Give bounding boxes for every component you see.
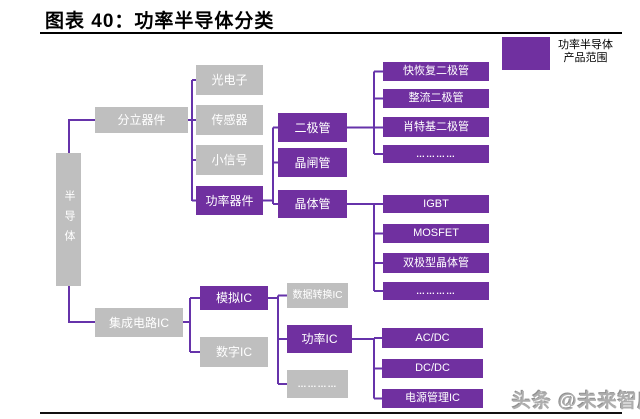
node-bipolar-transistor: 双极型晶体管 [383,253,489,273]
legend-label-line1: 功率半导体 [558,39,613,51]
node-transistor-more: ………… [383,282,489,300]
watermark-toutiao: 头条 @未来智库 [512,391,640,412]
node-small-signal: 小信号 [196,145,263,175]
node-digital-ic: 数字IC [200,337,268,367]
node-fast-recovery-diode: 快恢复二极管 [383,62,489,81]
node-power-device: 功率器件 [196,186,263,215]
node-integrated-circuit: 集成电路IC [95,308,183,337]
legend-swatch [502,37,550,70]
node-analog-more: ………… [287,370,348,398]
node-dc-dc: DC/DC [382,359,483,378]
title-underline [40,32,622,34]
legend-label-line2: 产品范围 [563,52,608,64]
connector-transistor-children [347,203,383,292]
node-optoelectronics: 光电子 [196,65,263,95]
connector-power-ic-children [352,337,382,400]
node-analog-ic: 模拟IC [200,286,268,310]
node-power-ic: 功率IC [287,325,352,353]
figure-title: 图表 40：功率半导体分类 [45,11,275,32]
node-power-management-ic: 电源管理IC [382,389,483,408]
node-data-conversion-ic: 数据转换IC [287,283,348,308]
node-diode-more: ………… [383,145,489,163]
node-semiconductor: 半导体 [56,153,81,286]
node-mosfet: MOSFET [383,224,489,243]
connector-discrete-children [188,79,196,202]
node-schottky-diode: 肖特基二极管 [383,117,489,137]
connector-root-to-discrete [68,119,95,153]
node-sensor: 传感器 [196,105,263,135]
node-rectifier-diode: 整流二极管 [383,89,489,108]
node-diode: 二极管 [278,113,347,142]
node-thyristor: 晶闸管 [278,148,347,177]
legend: 功率半导体 产品范围 [502,37,613,70]
connector-analog-ic-children [268,294,287,385]
connector-diode-children [347,70,383,155]
node-transistor: 晶体管 [278,190,347,218]
node-ac-dc: AC/DC [382,328,483,348]
node-igbt: IGBT [383,195,489,213]
node-discrete-devices: 分立器件 [95,107,188,133]
bottom-border [40,412,622,414]
connector-root-to-ic [68,286,95,323]
connector-ic-children [183,297,200,353]
legend-label: 功率半导体 产品范围 [558,37,613,65]
connector-power-device-children [263,126,278,205]
